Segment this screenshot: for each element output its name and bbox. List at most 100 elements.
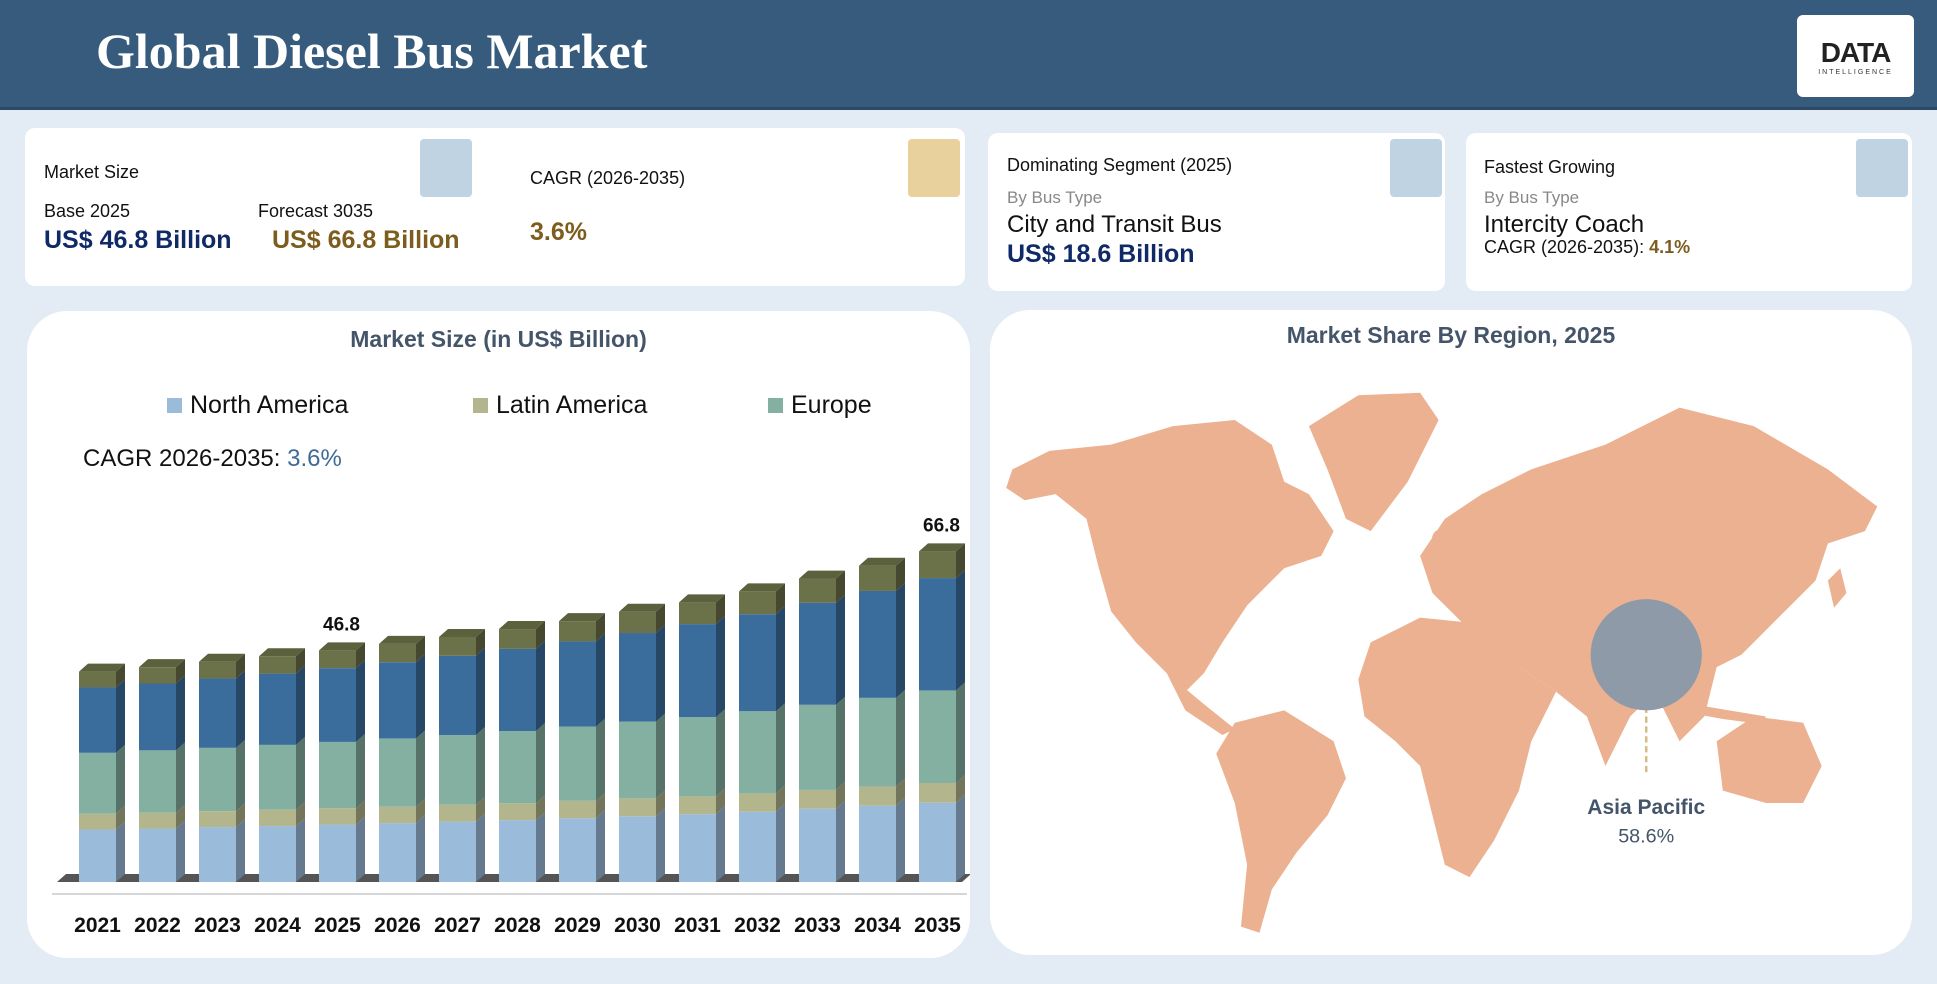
bar-segment-side — [416, 635, 425, 663]
bar-segment-side — [356, 642, 365, 669]
bar-segment-side — [656, 713, 665, 799]
region-map-panel: Market Share By Region, 2025 Asia Pacifi… — [990, 310, 1912, 955]
bar-segment-side — [536, 640, 545, 732]
bar-segment-side — [596, 633, 605, 727]
bar-segment-side — [176, 804, 185, 829]
bar-segment — [799, 808, 836, 882]
bar-segment — [859, 697, 896, 787]
bar-segment-side — [356, 660, 365, 742]
fastest-label: Fastest Growing — [1484, 157, 1616, 177]
fastest-cagr: CAGR (2026-2035): 4.1% — [1484, 237, 1690, 258]
bar-segment — [559, 621, 596, 642]
bar-segment-side — [296, 736, 305, 810]
bar-segment-side — [116, 821, 125, 882]
bar-segment-side — [476, 647, 485, 735]
bar-segment — [139, 667, 176, 684]
bar-segment-side — [536, 723, 545, 804]
x-tick-label: 2035 — [914, 914, 961, 937]
bar-segment-side — [956, 775, 965, 803]
bar-segment — [919, 783, 956, 803]
bar-segment — [799, 602, 836, 705]
bar-segment — [259, 744, 296, 810]
bar-segment — [919, 690, 956, 783]
bar-top — [679, 594, 725, 603]
forecast-label: Forecast 3035 — [258, 201, 374, 221]
bar-segment — [739, 811, 776, 882]
x-tick-label: 2027 — [434, 914, 481, 937]
x-tick-label: 2029 — [554, 914, 601, 937]
bar-segment-side — [356, 816, 365, 882]
bar-segment — [259, 673, 296, 745]
bar-segment — [319, 824, 356, 882]
stacked-bar-chart: 2021 2022 2023 2024 2025 46.8 2026 2027 2028 2029… — [52, 515, 970, 937]
bar-segment — [379, 662, 416, 739]
bar-segment — [139, 812, 176, 829]
bar-segment-side — [416, 654, 425, 739]
bar-segment-side — [116, 679, 125, 753]
bar-segment — [919, 578, 956, 691]
bar-segment-side — [116, 663, 125, 688]
bar-segment-side — [716, 616, 725, 718]
bar-segment-side — [836, 800, 845, 882]
bar-segment — [259, 826, 296, 882]
bar-segment — [139, 750, 176, 813]
eurasia-shape — [1420, 407, 1878, 766]
bar-top — [619, 603, 665, 612]
company-logo: DATA INTELLIGENCE — [1797, 15, 1914, 97]
bar-segment-side — [956, 682, 965, 783]
data-label: 66.8 — [923, 515, 960, 536]
central-america-shape — [1166, 673, 1235, 736]
greenland-shape — [1308, 392, 1439, 532]
japan-shape — [1827, 568, 1847, 608]
bar-segment — [199, 747, 236, 812]
bar-segment-side — [416, 730, 425, 807]
base-label: Base 2025 — [44, 201, 131, 221]
bar-segment-side — [716, 709, 725, 797]
australia-shape — [1716, 716, 1822, 804]
legend-label: Latin America — [496, 391, 648, 419]
south-america-shape — [1216, 710, 1346, 933]
dominating-value: US$ 18.6 Billion — [1007, 240, 1195, 268]
bar-segment — [739, 793, 776, 812]
bar-segment-side — [356, 800, 365, 825]
bar-segment — [679, 796, 716, 815]
bar-segment-side — [656, 808, 665, 882]
fastest-sub: By Bus Type — [1484, 188, 1580, 207]
africa-shape — [1358, 617, 1557, 878]
bar-segment-side — [776, 583, 785, 615]
x-tick-label: 2024 — [254, 914, 301, 937]
market-size-label: Market Size — [44, 162, 140, 182]
bar-segment — [79, 671, 116, 688]
bar-segment-side — [296, 648, 305, 674]
bar-segment-side — [176, 659, 185, 684]
region-label: Asia Pacific — [1587, 796, 1705, 819]
fastest-cagr-label: CAGR (2026-2035): — [1484, 237, 1645, 257]
bar-top — [259, 648, 305, 657]
bar-segment-side — [716, 594, 725, 625]
bar-segment — [799, 704, 836, 790]
cagr-swatch — [908, 139, 960, 197]
bar-segment-side — [896, 797, 905, 882]
bar-segment — [439, 636, 476, 656]
bar-segment — [199, 678, 236, 748]
bar-segment — [739, 711, 776, 794]
x-tick-label: 2025 — [314, 914, 361, 937]
legend-swatch — [473, 398, 488, 413]
bar-top — [919, 543, 965, 552]
bar-segment — [319, 741, 356, 809]
map-title: Market Share By Region, 2025 — [1286, 322, 1616, 348]
bar-top — [859, 557, 905, 566]
bar-top — [739, 583, 785, 592]
bar-segment — [739, 591, 776, 615]
bar-segment-side — [236, 819, 245, 882]
bar-segment — [799, 578, 836, 603]
header-banner: Global Diesel Bus Market DATA INTELLIGEN… — [0, 0, 1937, 110]
bar-segment-side — [776, 606, 785, 712]
market-size-card: Market Size Base 2025 Forecast 3035 US$ … — [25, 128, 965, 286]
bar-segment-side — [656, 625, 665, 722]
bar-segment — [919, 802, 956, 882]
bar-segment — [379, 823, 416, 882]
bar-segment-side — [116, 805, 125, 830]
bar-segment — [439, 821, 476, 882]
x-tick-label: 2028 — [494, 914, 541, 937]
